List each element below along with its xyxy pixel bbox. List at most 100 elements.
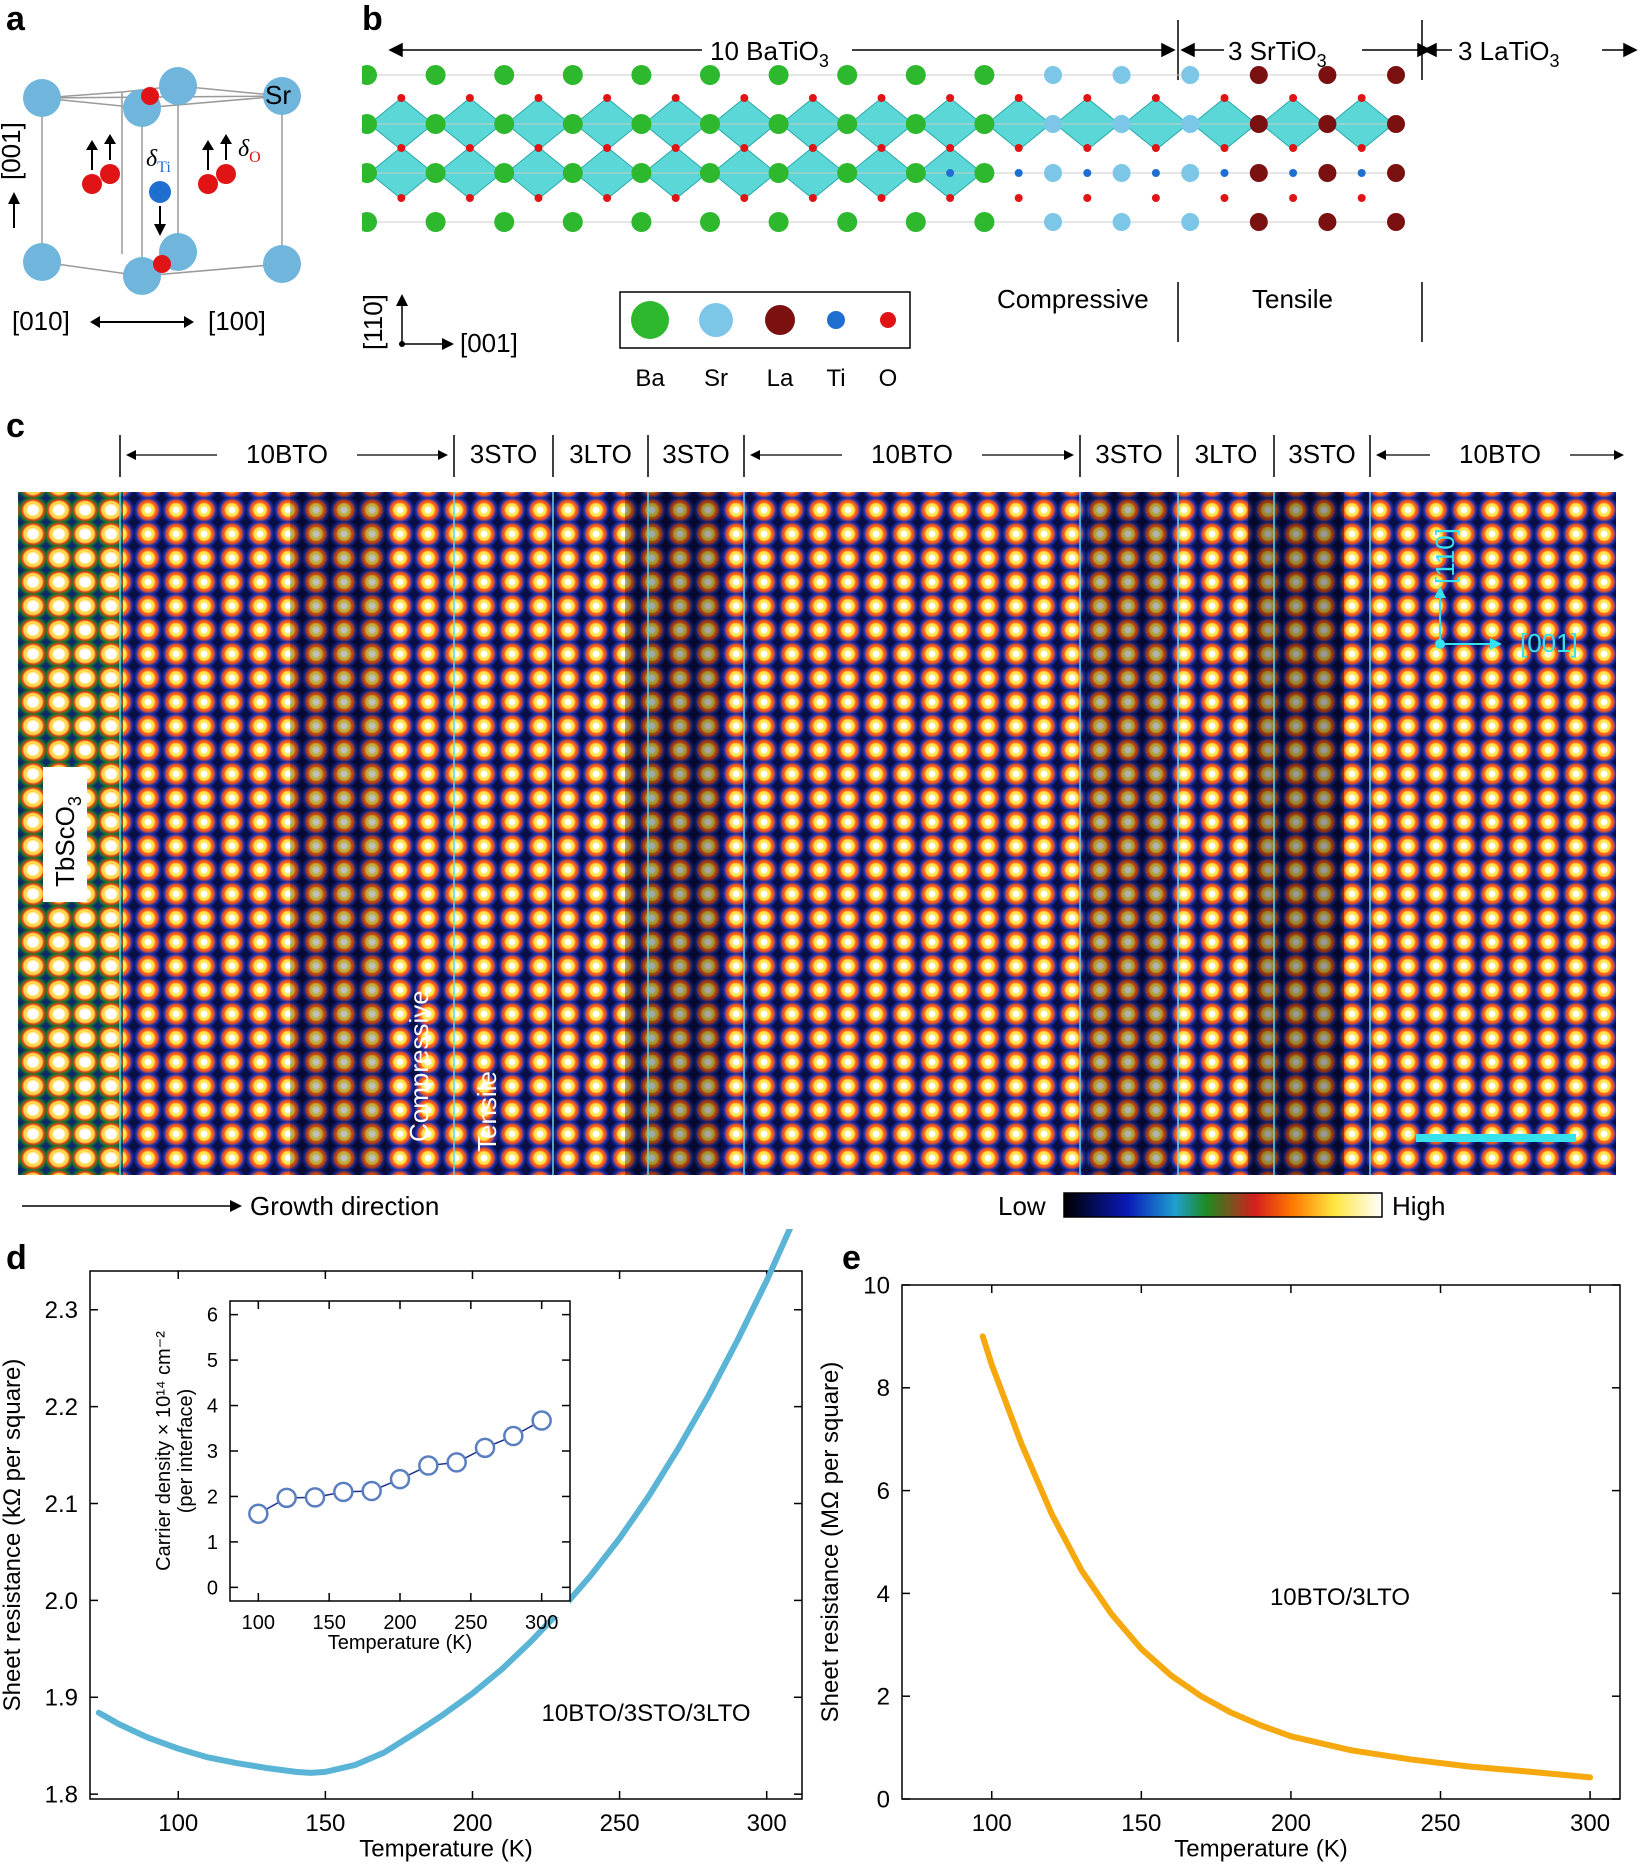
a-site-atom [1112,115,1131,133]
sr-atoms [23,67,301,295]
segment-label-6: 3LTO [1195,439,1258,469]
o-atom [671,194,680,202]
segment-label-4: 10BTO [871,439,953,469]
dark-band [1248,492,1345,1175]
ti-atom [1289,169,1298,177]
data-point [446,1452,467,1473]
stem-image: TbScO3 Compressive Tensile [110] [001] [18,492,1616,1175]
a-site-atom [1112,66,1131,84]
ti-atom [1220,169,1229,177]
o-atom [671,144,680,152]
o-atom [946,94,955,102]
a-site-atom [1112,164,1131,182]
x-tick-label: 100 [972,1810,1012,1837]
x-tick-label: 200 [383,1612,416,1634]
o-atoms-right [198,134,236,194]
o-atom [877,144,886,152]
x-tick-label: 250 [454,1612,487,1634]
y-tick-label: 0 [877,1786,890,1813]
data-point [304,1487,326,1508]
segment-label-0: 10BTO [246,439,328,469]
o-atom [1220,144,1229,152]
legend-label-o: O [879,365,898,392]
y-tick-label: 4 [207,1396,218,1418]
panel-label-c: c [6,407,25,445]
a-site-atom [974,212,995,232]
ti-atom [1357,169,1366,177]
a-site-atom [1044,115,1062,133]
a-site-atom [837,114,858,134]
a-site-atom [837,163,858,183]
o-atom [1014,94,1023,102]
tensile-label-b: Tensile [1252,284,1333,314]
a-site-atom [837,65,858,85]
series-line [979,1333,1594,1781]
o-atom [603,144,612,152]
panel-label-d: d [6,1239,27,1277]
x-tick-label: 150 [1121,1810,1161,1837]
a-site-atom [905,212,926,232]
o-atom [1083,194,1092,202]
a-site-atom [1318,115,1337,133]
compressive-label-c: Compressive [404,990,434,1142]
y-tick-label: 2 [877,1684,890,1711]
dark-band [1088,492,1169,1175]
o-atom [946,144,955,152]
substrate-label-box [43,767,87,902]
legend-label-sr: Sr [704,365,728,392]
o-atom [1357,94,1366,102]
a-site-atom [700,163,720,183]
x-tick-label: 250 [600,1810,640,1837]
stem-overlay: TbScO3 Compressive Tensile [110] [001] [43,492,1578,1175]
a-site-atom [905,114,926,134]
o-atom [603,94,612,102]
o-atom [465,194,474,202]
axis-001-label-b: [001] [460,328,518,358]
o-atom [465,94,474,102]
a-site-atom [1249,66,1268,84]
segment-label-5: 3STO [1095,439,1162,469]
atom-legend-labels: Ba Sr La Ti O [635,365,897,392]
panel-c-footer: Growth direction Low High [22,1191,1445,1221]
a-site-atom [494,163,515,183]
panel-d-chart: d 100 150 200 250 3001.81.92.02.12.22.3Tempe… [0,1229,803,1863]
a-site-atom [1387,66,1405,84]
segment-label-8: 10BTO [1459,439,1541,469]
a-site-atom [362,163,377,183]
axis-110-label-c: [110] [1430,528,1460,584]
data-point [333,1481,354,1503]
panel-label-a: a [6,0,26,38]
bto-layer-label: 10 BaTiO3 [710,36,829,71]
a-site-atom [974,114,995,134]
o-atom [1220,194,1229,202]
ti-atom [149,181,171,236]
o-atom [671,94,680,102]
dark-band [625,492,722,1175]
data-point [276,1487,297,1509]
a-site-atom [700,212,720,232]
x-axis-label: Temperature (K) [1174,1836,1347,1863]
y-tick-label: 2.0 [45,1588,78,1615]
o-atom [397,144,406,152]
o-atom [740,194,749,202]
o-atom [465,144,474,152]
panel-label-b: b [362,0,383,38]
a-site-atom [700,65,720,85]
y-tick-label: 0 [207,1577,218,1599]
o-atom [877,94,886,102]
x-tick-label: 100 [242,1612,275,1634]
o-atom [1151,144,1160,152]
a-site-atom [362,65,377,85]
o-atom [534,94,543,102]
y-tick-label: 10 [863,1272,890,1299]
chart-d-plot: 100 150 200 250 3001.81.92.02.12.22.3Tempera… [0,1229,803,1863]
panel-label-e: e [842,1239,861,1277]
axis-001-label-c: [001] [1520,628,1578,658]
a-site-atom [631,65,652,85]
axis-001-label: [001] [0,122,26,180]
y-tick-label: 4 [877,1581,890,1608]
crystal-structure [362,65,1405,232]
segment-label-2: 3LTO [569,439,632,469]
ti-atom [1014,169,1023,177]
y-tick-label: 2 [207,1486,218,1508]
